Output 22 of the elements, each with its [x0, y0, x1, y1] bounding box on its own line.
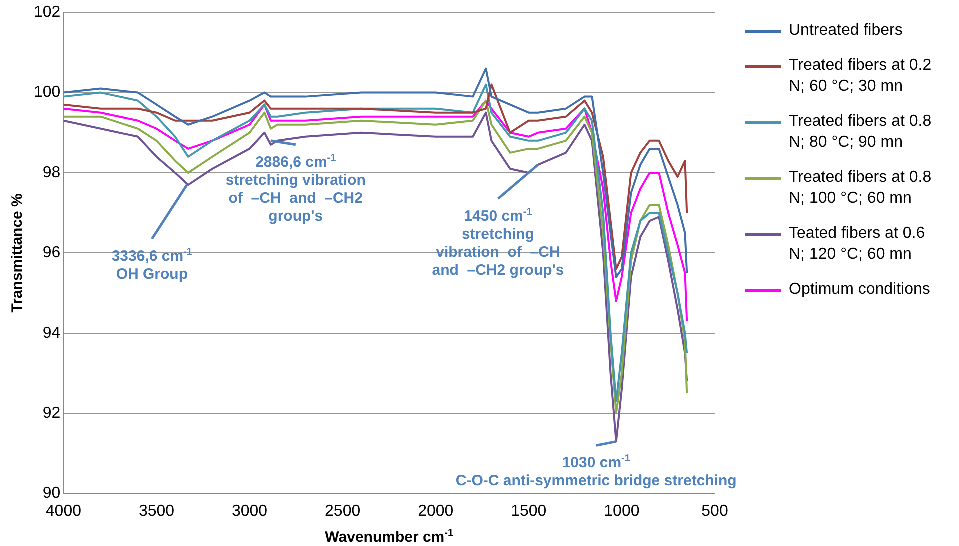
x-tick-label: 2000 — [418, 502, 454, 520]
y-tick-label: 94 — [42, 324, 61, 342]
x-tick-label: 3000 — [232, 502, 268, 520]
y-tick-label: 96 — [42, 244, 61, 262]
y-tick-label: 98 — [42, 164, 61, 182]
y-tick-label: 102 — [34, 4, 61, 22]
legend-label: Treated fibers at 0.8 N; 80 °C; 90 mn — [789, 112, 933, 153]
x-tick-label: 500 — [702, 502, 728, 520]
y-tick-label: 100 — [34, 84, 61, 102]
legend-label: Teated fibers at 0.6 N; 120 °C; 60 mn — [789, 224, 926, 265]
y-tick-label: 90 — [42, 485, 61, 502]
x-tick-label: 2500 — [325, 502, 361, 520]
legend-label: Treated fibers at 0.2 N; 60 °C; 30 mn — [789, 56, 933, 97]
y-tick-label: 92 — [42, 405, 61, 422]
x-tick-label: 3500 — [138, 502, 175, 520]
legend-label: Untreated fibers — [789, 21, 903, 41]
legend-label: Optimum conditions — [789, 280, 930, 300]
x-tick-label: 4000 — [46, 502, 82, 520]
y-axis-title: Transmittance % — [9, 194, 26, 313]
x-tick-label: 1000 — [604, 502, 640, 520]
legend-label: Treated fibers at 0.8 N; 100 °C; 60 mn — [789, 168, 933, 209]
x-tick-label: 1500 — [511, 502, 547, 520]
